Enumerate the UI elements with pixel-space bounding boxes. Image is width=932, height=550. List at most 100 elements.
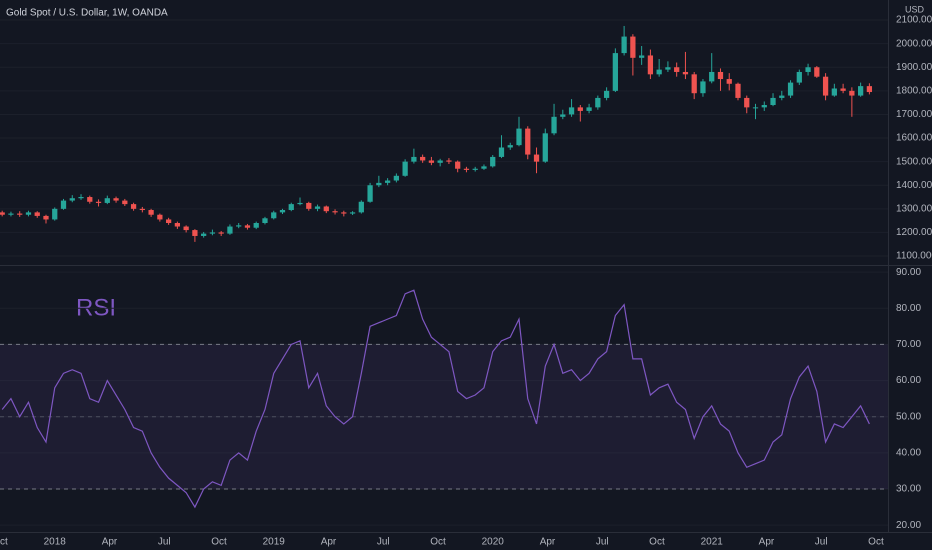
candle-body: [279, 210, 286, 213]
candle-body: [463, 168, 470, 170]
candle-body: [761, 105, 767, 108]
candle-body: [674, 67, 680, 72]
x-tick-label: Jul: [377, 537, 390, 548]
y-tick-label: 60.00: [896, 375, 921, 386]
candle-body: [428, 160, 435, 163]
candle-body: [323, 206, 329, 212]
candle-body: [621, 36, 627, 54]
candle-body: [183, 226, 189, 231]
candle-body: [139, 208, 145, 211]
candle-body: [533, 154, 540, 162]
y-tick-label: 2000.000: [896, 38, 932, 49]
x-tick-label: Apr: [540, 537, 556, 548]
candle-body: [297, 202, 303, 205]
candle-body: [770, 97, 776, 106]
x-tick-label: Oct: [649, 537, 665, 548]
candle-body: [647, 55, 654, 75]
candle-body: [709, 71, 715, 82]
candle-body: [253, 222, 259, 228]
candle-body: [104, 198, 110, 203]
candle-body: [43, 215, 49, 220]
x-tick-label: Oct: [430, 537, 446, 548]
candle-body: [665, 67, 671, 70]
y-tick-label: 1200.000: [896, 227, 932, 238]
y-tick-label: 1700.000: [896, 109, 932, 120]
x-tick-label: Jul: [596, 537, 609, 548]
candle-body: [490, 156, 496, 167]
candle-body: [472, 168, 478, 170]
x-tick-label: Oct: [211, 537, 227, 548]
y-tick-label: 1800.000: [896, 85, 932, 96]
candle-body: [822, 76, 829, 96]
candle-body: [306, 202, 312, 209]
x-tick-label: Jul: [815, 537, 828, 548]
y-tick-label: 20.00: [896, 520, 921, 531]
candle-body: [866, 86, 873, 93]
y-tick-label: 40.00: [896, 447, 921, 458]
candle-body: [165, 219, 172, 223]
candle-body: [209, 232, 216, 234]
candle-body: [393, 175, 399, 181]
candle-body: [87, 197, 93, 202]
candle-body: [341, 212, 347, 214]
y-tick-label: 1300.000: [896, 203, 932, 214]
candle-body: [726, 79, 732, 84]
candle-body: [656, 69, 662, 75]
candle-body: [787, 82, 794, 96]
candle-body: [612, 53, 618, 91]
candle-body: [402, 161, 408, 176]
candle-body: [525, 128, 531, 155]
rsi-line: [1, 289, 870, 509]
candle-body: [8, 213, 14, 215]
pane: [0, 19, 888, 257]
candle-body: [639, 55, 645, 58]
candle-body: [595, 97, 601, 108]
candle-body: [17, 213, 23, 215]
x-tick-label: Jul: [158, 537, 171, 548]
candle-body: [840, 88, 846, 91]
candle-body: [113, 198, 119, 201]
candle-body: [0, 212, 5, 215]
candle-body: [130, 204, 137, 209]
y-tick-label: 1400.000: [896, 180, 932, 191]
candle-body: [411, 156, 417, 162]
candle-body: [796, 71, 802, 83]
candle-body: [603, 90, 610, 98]
candle-body: [717, 71, 724, 80]
labels-layer: 1100.000 1200.000 1300.000 1400.000 1500.000…: [0, 15, 932, 548]
candle-body: [630, 36, 636, 58]
candle-body: [95, 201, 102, 203]
candle-body: [779, 95, 785, 98]
candle-body: [314, 206, 321, 209]
candle-body: [358, 201, 364, 213]
candle-body: [481, 166, 487, 169]
candle-body: [691, 74, 697, 94]
candle-body: [560, 114, 566, 117]
x-tick-label: 2021: [701, 537, 724, 548]
y-tick-label: 90.00: [896, 267, 921, 278]
x-tick-label: Apr: [759, 537, 775, 548]
candle-body: [60, 200, 67, 209]
candle-body: [192, 230, 198, 236]
candle-body: [420, 156, 426, 161]
y-tick-label: 30.00: [896, 484, 921, 495]
candle-body: [849, 90, 855, 96]
candle-body: [577, 107, 583, 111]
candle-body: [735, 83, 741, 98]
candle-body: [568, 107, 575, 115]
candle-body: [586, 107, 592, 111]
x-tick-label: 2018: [44, 537, 67, 548]
y-tick-label: 70.00: [896, 339, 921, 350]
y-tick-label: 50.00: [896, 411, 921, 422]
candle-body: [122, 200, 128, 205]
candle-body: [455, 161, 461, 169]
y-tick-label: 1100.000: [896, 251, 932, 262]
x-tick-label: Oct: [868, 537, 884, 548]
candle-body: [201, 233, 207, 236]
candle-body: [551, 116, 557, 134]
candle-body: [69, 198, 75, 201]
candle-body: [814, 67, 820, 77]
candle-body: [349, 212, 356, 214]
